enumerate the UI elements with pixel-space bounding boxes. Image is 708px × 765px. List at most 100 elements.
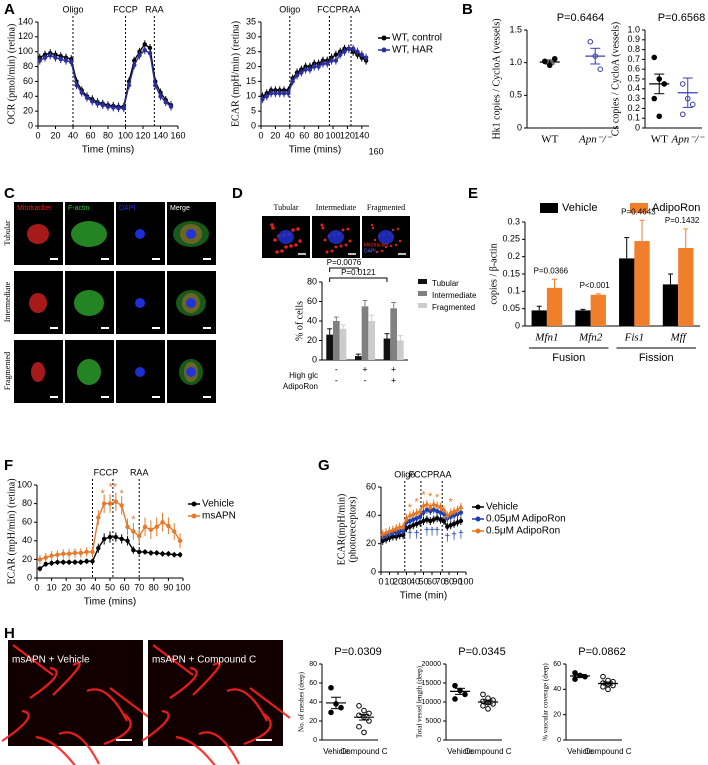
y-tick-label: 0.3 bbox=[507, 216, 520, 226]
data-point bbox=[119, 536, 124, 542]
data-point bbox=[407, 512, 413, 518]
significance-mark: * bbox=[421, 489, 426, 501]
x-tick-label: Mfn2 bbox=[578, 332, 603, 344]
mito-dot bbox=[394, 243, 398, 247]
y-tick-label: 100 bbox=[18, 46, 33, 56]
data-point bbox=[290, 79, 295, 84]
x-tick-label: 0 bbox=[35, 130, 40, 140]
y-tick-label: 0.4 bbox=[627, 83, 640, 93]
y-tick-label: 10 bbox=[246, 91, 256, 101]
data-point bbox=[160, 520, 165, 525]
data-point bbox=[485, 706, 491, 712]
data-point bbox=[420, 502, 427, 508]
nucleus bbox=[378, 230, 394, 244]
data-point bbox=[386, 528, 393, 533]
y-tick-label: 20 bbox=[553, 712, 561, 719]
data-point bbox=[142, 42, 147, 47]
x-tick-label: WT bbox=[541, 134, 558, 146]
data-point bbox=[679, 111, 686, 118]
p-value: P<0.001 bbox=[580, 281, 611, 290]
legend-label: msAPN bbox=[202, 511, 236, 522]
y-tick-label: 5000 bbox=[425, 718, 441, 725]
y-tick-label: 0 bbox=[437, 737, 441, 744]
y-tick-label: 60 bbox=[553, 661, 561, 668]
event-label: RAA bbox=[433, 469, 452, 479]
y-tick-label: 20 bbox=[246, 61, 256, 71]
condition-value: - bbox=[364, 375, 367, 385]
data-point bbox=[147, 45, 153, 51]
p-value: P=0.0366 bbox=[534, 266, 569, 275]
significance-mark: * bbox=[131, 514, 136, 526]
bar bbox=[590, 294, 606, 326]
mito-dot bbox=[330, 249, 334, 253]
significance-mark: * bbox=[449, 496, 454, 508]
mito-dot bbox=[275, 250, 279, 254]
p-value: P=0.0345 bbox=[458, 646, 505, 658]
bar bbox=[397, 340, 404, 360]
x-tick-label: 40 bbox=[68, 130, 78, 140]
x-axis-label: Time (mins) bbox=[289, 145, 341, 156]
data-point bbox=[329, 58, 334, 63]
data-point bbox=[421, 510, 426, 515]
x-tick-label: 10 bbox=[384, 576, 394, 586]
data-point bbox=[153, 82, 158, 88]
bar bbox=[678, 248, 694, 326]
x-tick-label: 100 bbox=[118, 130, 133, 140]
y-tick-label: 40 bbox=[309, 699, 317, 706]
x-tick-label: 160 bbox=[369, 146, 384, 156]
data-point bbox=[597, 66, 604, 72]
data-point bbox=[37, 58, 42, 63]
y-tick-label: 0 bbox=[371, 566, 376, 576]
data-point bbox=[148, 527, 154, 532]
legend-label: Vehicle bbox=[562, 202, 597, 214]
data-point bbox=[356, 723, 362, 730]
data-point bbox=[74, 82, 79, 88]
mito-dot bbox=[375, 250, 379, 254]
panel-letter: E bbox=[468, 185, 478, 202]
cell-stain bbox=[29, 293, 47, 313]
event-label: FCCP bbox=[113, 4, 138, 14]
data-point bbox=[605, 686, 611, 693]
y-tick-label: 20000 bbox=[422, 661, 442, 668]
p-value: P=0.4643 bbox=[621, 207, 656, 216]
data-point bbox=[582, 673, 588, 680]
mito-dot bbox=[320, 223, 324, 227]
y-tick-label: 0.05 bbox=[502, 303, 520, 313]
data-point bbox=[403, 515, 410, 521]
stain-label: DAPI bbox=[364, 248, 376, 254]
bar bbox=[546, 287, 563, 326]
data-point bbox=[448, 514, 453, 519]
mito-dot bbox=[270, 223, 274, 227]
legend-label: Vehicle bbox=[202, 499, 235, 510]
data-point bbox=[107, 534, 113, 540]
mito-dot bbox=[296, 227, 300, 231]
y-tick-label: 25 bbox=[246, 46, 256, 56]
mito-dot bbox=[321, 226, 325, 230]
data-point bbox=[113, 534, 119, 540]
y-tick-label: 0.7 bbox=[627, 54, 640, 64]
cell-stain bbox=[74, 290, 104, 316]
y-tick-label: 10000 bbox=[422, 699, 442, 706]
y-tick-label: 0.2 bbox=[507, 251, 520, 261]
significance-mark: * bbox=[435, 492, 440, 504]
data-point bbox=[116, 105, 121, 111]
significance-mark: † bbox=[424, 526, 430, 538]
data-point bbox=[361, 707, 367, 714]
data-point bbox=[480, 691, 486, 698]
y-axis-label: Total vessel length (deep) bbox=[416, 665, 424, 738]
y-tick-label: 20 bbox=[307, 335, 317, 345]
panel-letter: B bbox=[462, 1, 473, 18]
y-tick-label: 120 bbox=[18, 31, 33, 41]
y-tick-label: 0.6 bbox=[627, 64, 640, 74]
y-axis-label: ECAR (mpH/min) (retina) bbox=[6, 478, 17, 584]
x-tick-label: WT bbox=[651, 134, 668, 146]
data-point bbox=[58, 56, 63, 62]
data-point bbox=[438, 517, 443, 522]
legend-marker bbox=[475, 528, 481, 534]
mito-dot bbox=[271, 226, 275, 230]
mito-dot bbox=[298, 239, 302, 243]
event-label: Oligo bbox=[279, 4, 300, 14]
data-point bbox=[166, 551, 171, 557]
cell-stain bbox=[71, 221, 107, 247]
y-tick-label: 80 bbox=[23, 61, 33, 71]
